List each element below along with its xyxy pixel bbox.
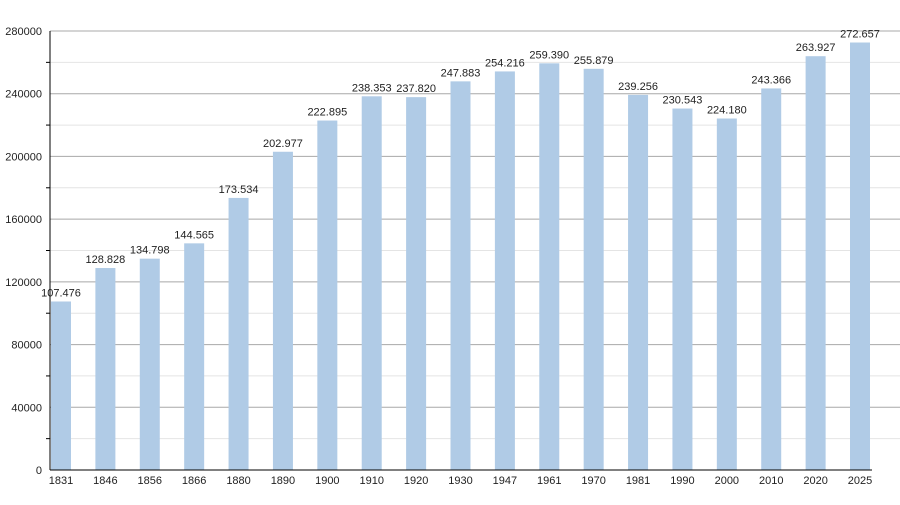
data-label: 173.534 bbox=[219, 184, 259, 196]
bar-1831 bbox=[51, 301, 71, 470]
bar-1970 bbox=[583, 68, 604, 470]
x-tick-label: 1831 bbox=[49, 475, 73, 487]
bar-2010 bbox=[761, 88, 782, 470]
bar-1930 bbox=[450, 81, 471, 471]
y-tick-label: 240000 bbox=[5, 89, 42, 101]
x-tick-label: 2025 bbox=[848, 475, 872, 487]
bar-1880 bbox=[228, 197, 249, 471]
x-tick-label: 1961 bbox=[537, 475, 561, 487]
x-tick-label: 1930 bbox=[448, 475, 472, 487]
data-label: 247.883 bbox=[441, 67, 481, 79]
bar-1920 bbox=[406, 97, 427, 471]
x-tick-label: 1866 bbox=[182, 475, 206, 487]
data-label: 237.820 bbox=[396, 83, 436, 95]
y-tick-label: 120000 bbox=[5, 277, 42, 289]
data-label: 263.927 bbox=[796, 42, 836, 54]
x-tick-label: 1890 bbox=[271, 475, 295, 487]
data-label: 238.353 bbox=[352, 82, 392, 94]
bar-1856 bbox=[139, 258, 160, 470]
bar-1866 bbox=[184, 243, 205, 470]
x-tick-label: 1856 bbox=[138, 475, 162, 487]
x-tick-label: 1981 bbox=[626, 475, 650, 487]
bar-1900 bbox=[317, 120, 338, 471]
data-label: 243.366 bbox=[751, 74, 791, 86]
bar-1910 bbox=[361, 96, 382, 471]
y-tick-label: 280000 bbox=[5, 26, 42, 38]
bar-1990 bbox=[672, 108, 693, 471]
x-tick-label: 1846 bbox=[93, 475, 117, 487]
y-tick-label: 40000 bbox=[11, 402, 42, 414]
data-label: 239.256 bbox=[618, 81, 658, 93]
bar-2025 bbox=[850, 42, 870, 470]
bar-1961 bbox=[539, 63, 560, 470]
bar-1890 bbox=[272, 151, 293, 471]
data-label: 254.216 bbox=[485, 57, 525, 69]
x-tick-label: 1900 bbox=[315, 475, 339, 487]
data-label: 128.828 bbox=[86, 254, 126, 266]
x-tick-label: 1947 bbox=[493, 475, 517, 487]
bar-1947 bbox=[494, 71, 515, 470]
x-tick-label: 1880 bbox=[226, 475, 250, 487]
x-tick-label: 2020 bbox=[803, 475, 827, 487]
x-tick-label: 2000 bbox=[715, 475, 739, 487]
data-label: 230.543 bbox=[663, 95, 703, 107]
x-tick-label: 1920 bbox=[404, 475, 428, 487]
data-label: 134.798 bbox=[130, 245, 170, 257]
bar-2000 bbox=[716, 118, 737, 470]
data-label: 222.895 bbox=[307, 107, 347, 119]
y-tick-label: 200000 bbox=[5, 151, 42, 163]
x-tick-label: 1990 bbox=[670, 475, 694, 487]
data-label: 224.180 bbox=[707, 105, 747, 117]
data-label: 272.657 bbox=[840, 29, 880, 41]
x-tick-label: 1910 bbox=[359, 475, 383, 487]
data-label: 202.977 bbox=[263, 138, 303, 150]
data-label: 144.565 bbox=[174, 229, 214, 241]
bar-1981 bbox=[628, 94, 649, 470]
x-tick-label: 1970 bbox=[581, 475, 605, 487]
y-tick-label: 80000 bbox=[11, 340, 42, 352]
bar-1846 bbox=[95, 268, 116, 470]
data-label: 255.879 bbox=[574, 55, 614, 67]
y-tick-label: 160000 bbox=[5, 214, 42, 226]
y-tick-label: 0 bbox=[36, 465, 42, 477]
data-label: 259.390 bbox=[529, 49, 569, 61]
x-tick-label: 2010 bbox=[759, 475, 783, 487]
data-label: 107.476 bbox=[41, 287, 81, 299]
bar-2020 bbox=[805, 56, 826, 471]
